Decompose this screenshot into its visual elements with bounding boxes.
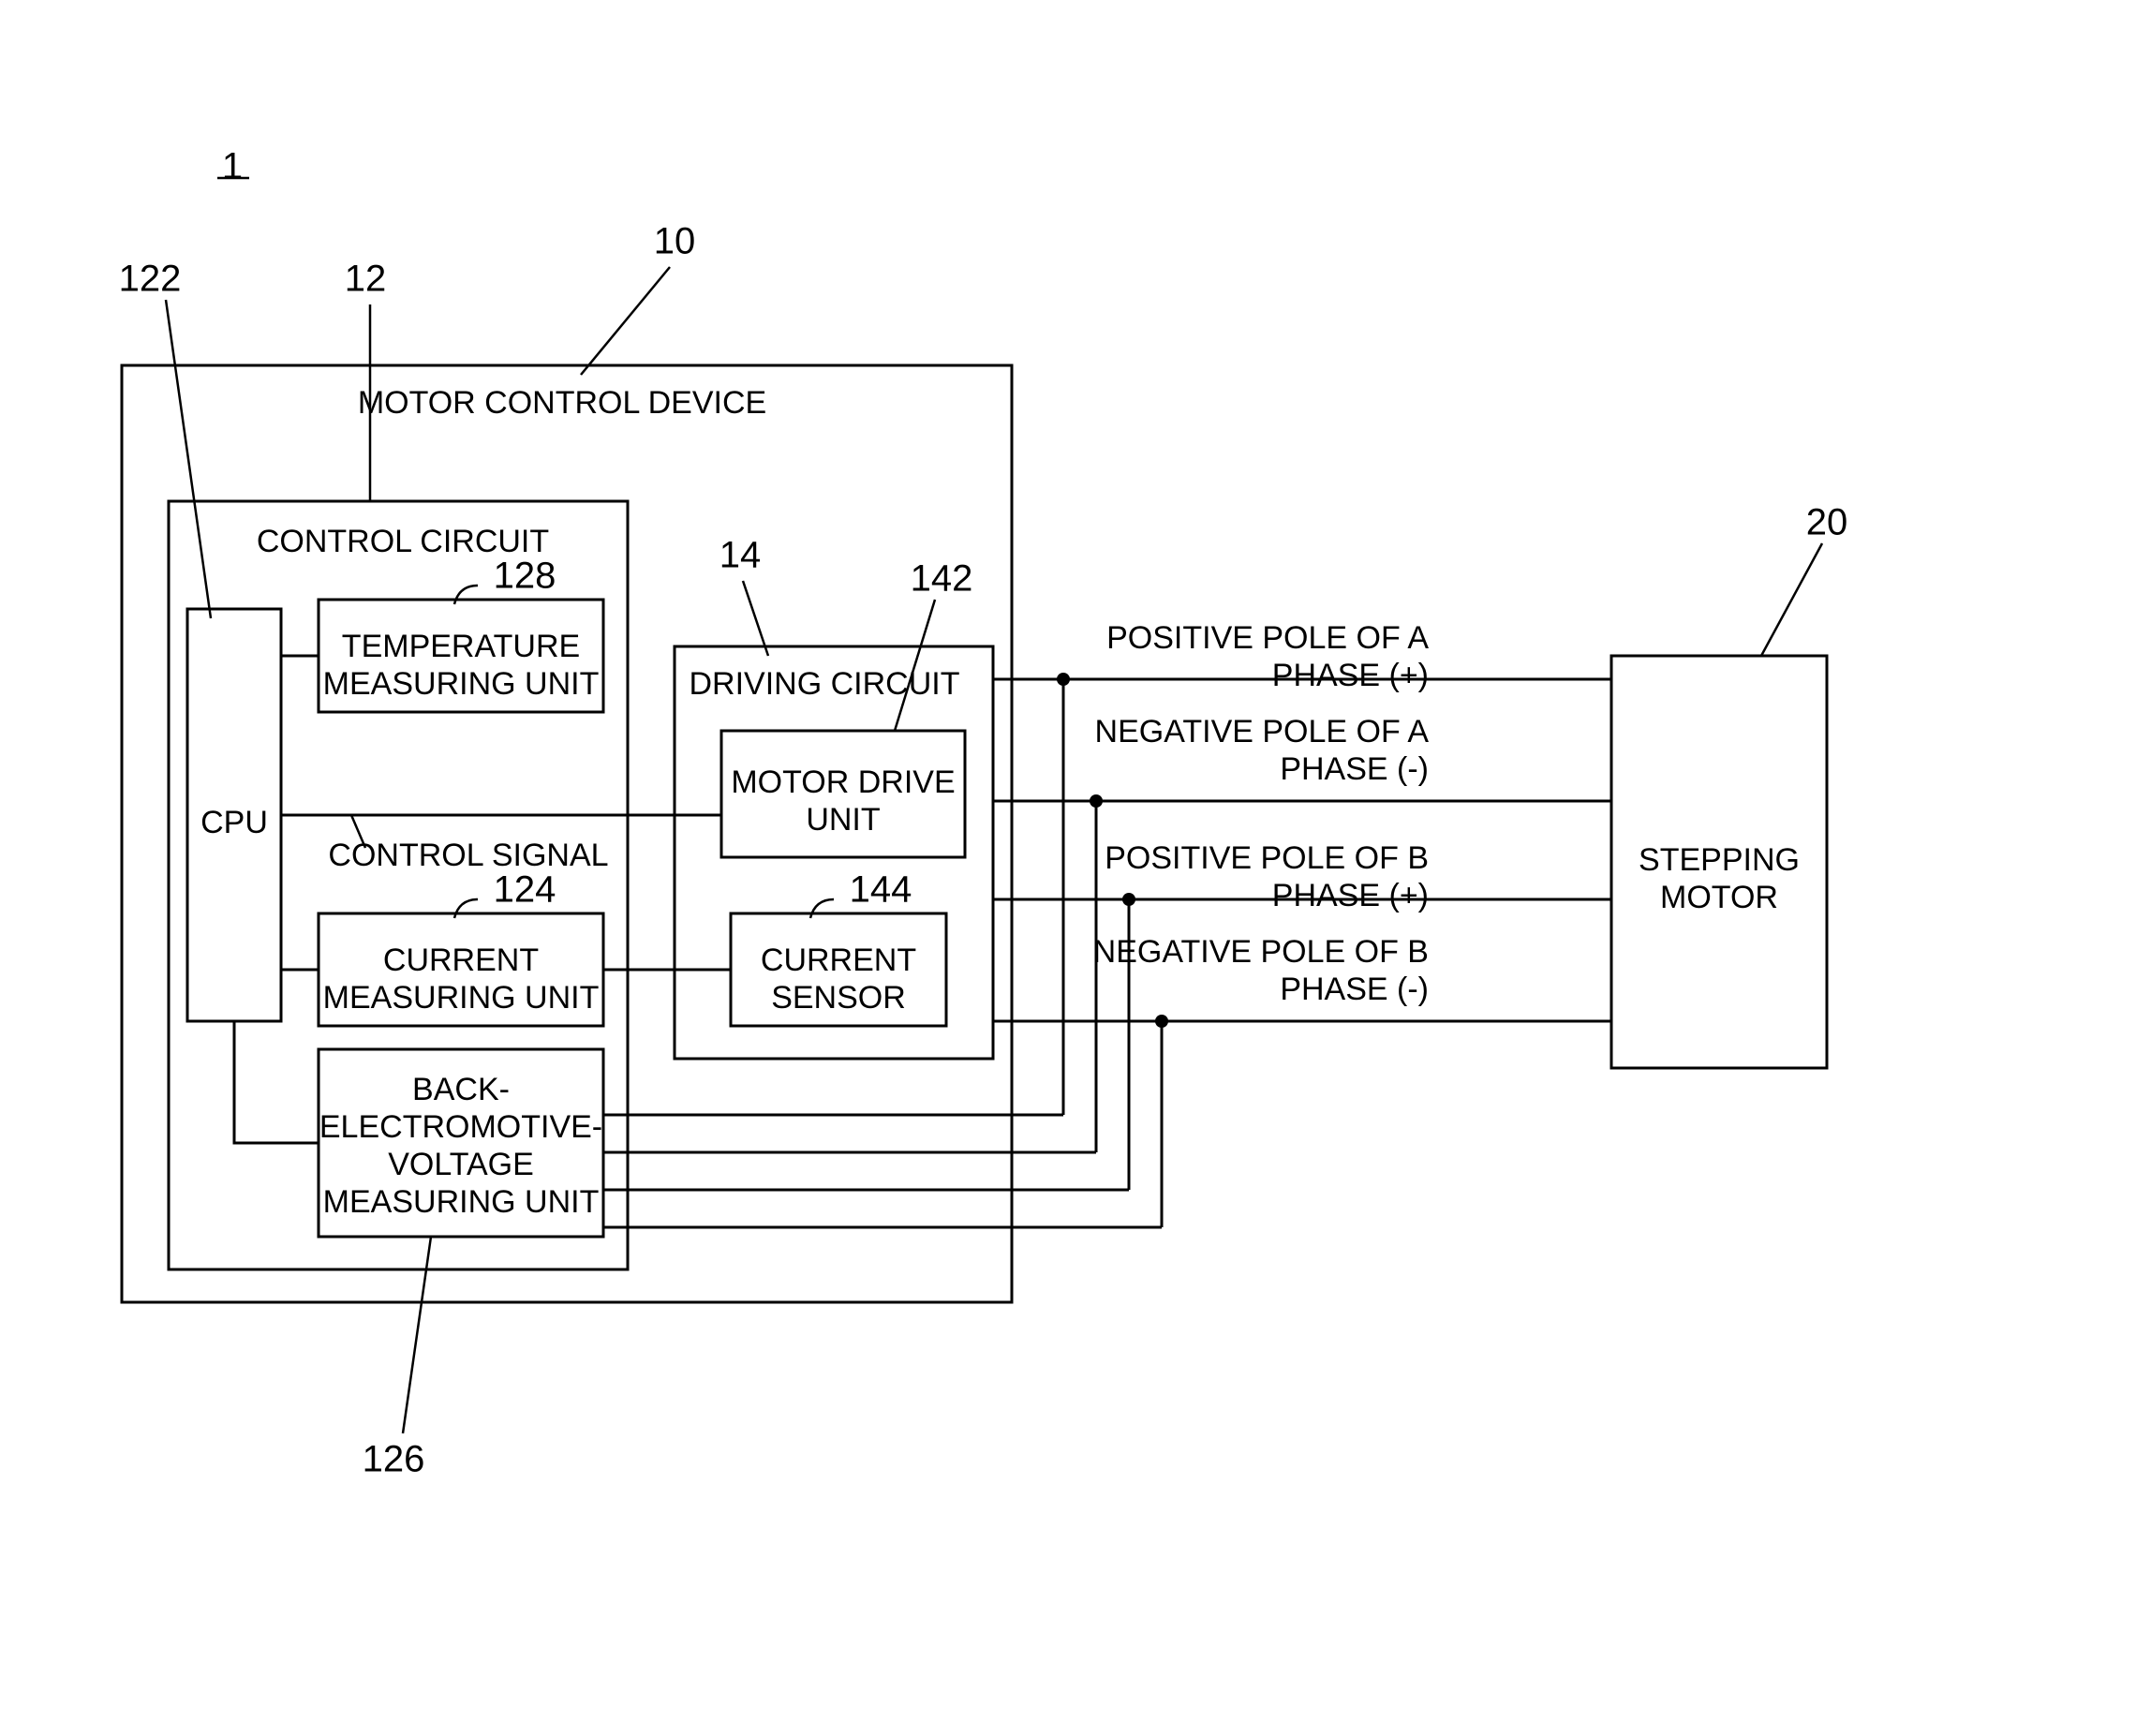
svg-text:DRIVING CIRCUIT: DRIVING CIRCUIT [690, 666, 960, 702]
svg-text:142: 142 [911, 558, 973, 600]
svg-text:MOTOR CONTROL DEVICE: MOTOR CONTROL DEVICE [358, 385, 766, 421]
svg-text:NEGATIVE POLE OF A: NEGATIVE POLE OF A [1095, 714, 1430, 749]
svg-text:144: 144 [850, 869, 912, 911]
svg-text:1: 1 [222, 146, 243, 187]
svg-text:VOLTAGE: VOLTAGE [388, 1147, 534, 1182]
svg-text:CURRENT: CURRENT [383, 942, 539, 978]
svg-text:MEASURING UNIT: MEASURING UNIT [323, 1184, 600, 1220]
svg-text:TEMPERATURE: TEMPERATURE [342, 629, 580, 664]
svg-text:128: 128 [494, 556, 556, 597]
svg-text:POSITIVE POLE OF A: POSITIVE POLE OF A [1106, 620, 1429, 656]
svg-text:12: 12 [345, 259, 387, 300]
svg-text:PHASE (-): PHASE (-) [1280, 751, 1429, 787]
svg-text:ELECTROMOTIVE-: ELECTROMOTIVE- [319, 1109, 602, 1145]
svg-text:MOTOR DRIVE: MOTOR DRIVE [731, 764, 955, 800]
svg-text:CONTROL SIGNAL: CONTROL SIGNAL [328, 838, 608, 873]
svg-text:124: 124 [494, 869, 556, 911]
svg-text:20: 20 [1806, 502, 1848, 543]
svg-text:CURRENT: CURRENT [761, 942, 916, 978]
svg-text:SENSOR: SENSOR [771, 980, 906, 1016]
svg-text:PHASE (+): PHASE (+) [1272, 878, 1429, 913]
svg-text:PHASE (+): PHASE (+) [1272, 658, 1429, 693]
svg-text:NEGATIVE POLE OF B: NEGATIVE POLE OF B [1093, 934, 1429, 970]
svg-text:MEASURING UNIT: MEASURING UNIT [323, 666, 600, 702]
block-diagram: MOTOR CONTROL DEVICE 10 CONTROL CIRCUIT 12 D… [0, 0, 2136, 1736]
svg-text:BACK-: BACK- [412, 1072, 510, 1107]
svg-text:CPU: CPU [200, 805, 268, 840]
svg-text:POSITIVE POLE OF B: POSITIVE POLE OF B [1105, 840, 1429, 876]
svg-text:UNIT: UNIT [806, 802, 880, 838]
svg-text:MEASURING UNIT: MEASURING UNIT [323, 980, 600, 1016]
svg-text:PHASE (-): PHASE (-) [1280, 972, 1429, 1007]
svg-text:STEPPING: STEPPING [1639, 842, 1800, 878]
svg-text:CONTROL CIRCUIT: CONTROL CIRCUIT [257, 524, 549, 559]
svg-text:14: 14 [719, 535, 762, 576]
svg-text:10: 10 [654, 221, 696, 262]
svg-text:MOTOR: MOTOR [1660, 880, 1778, 915]
svg-text:126: 126 [363, 1439, 425, 1480]
svg-text:122: 122 [119, 259, 182, 300]
